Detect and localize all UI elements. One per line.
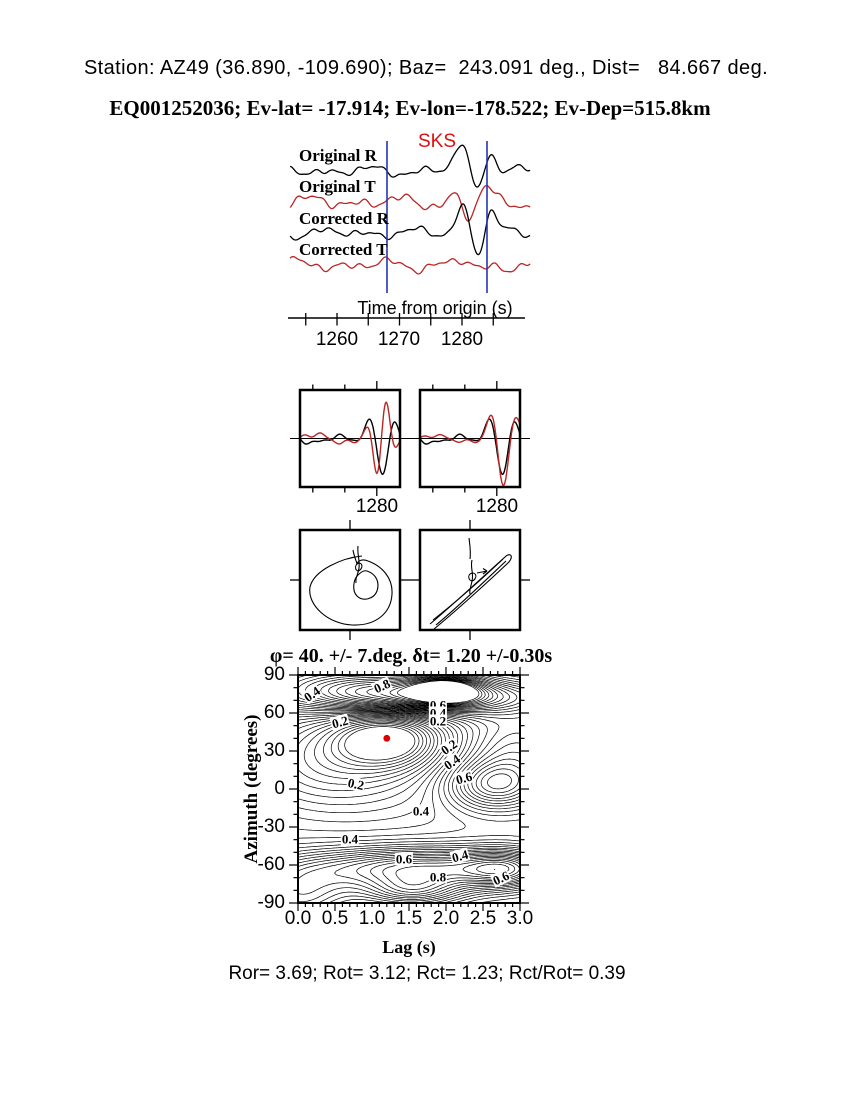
comparison-box-corrected-black-trace [421, 418, 519, 476]
trace-label-original-t: Original T [299, 177, 376, 196]
time-axis-label: Time from origin (s) [357, 298, 513, 318]
trace-original-r [289, 144, 531, 188]
lag-axis-label: Lag (s) [382, 937, 436, 957]
comparison-box-corrected [410, 381, 530, 496]
comparison-box-original-red-trace [301, 401, 399, 475]
contour-plot [289, 667, 529, 911]
time-tick-1260: 1260 [315, 329, 359, 350]
ytick-m60: -60 [257, 854, 285, 875]
contour-lines [299, 676, 519, 902]
particle-motion-corrected-motion-path [429, 537, 512, 630]
comparison-box-corrected-red-trace [421, 414, 519, 486]
time-tick-1270: 1270 [377, 329, 421, 350]
seismogram-traces [289, 144, 531, 275]
time-tick-1280: 1280 [440, 329, 484, 350]
best-solution-dot [383, 734, 391, 742]
ytick-90: 90 [263, 664, 285, 685]
ytick-60: 60 [263, 702, 285, 723]
ytick-30: 30 [263, 740, 285, 761]
splitting-window-lines [386, 141, 488, 293]
ytick-m30: -30 [257, 816, 285, 837]
trace-label-corrected-r: Corrected R [299, 209, 389, 228]
time-axis [288, 313, 525, 326]
particle-motion-original-motion-path [309, 545, 393, 626]
ytick-0: 0 [274, 778, 285, 799]
pair-left-tick-label: 1280 [355, 496, 399, 517]
contour-level-label: 0.4 [411, 803, 431, 819]
trace-corrected-t [289, 255, 531, 275]
xtick-1.0: 1.0 [358, 908, 386, 929]
particle-motion-corrected [410, 520, 530, 640]
contour-title: φ= 40. +/- 7.deg. δt= 1.20 +/-0.30s [269, 645, 553, 667]
quality-ratios-footer: Ror= 3.69; Rot= 3.12; Rct= 1.23; Rct/Rot… [228, 963, 626, 984]
phase-label-sks: SKS [417, 131, 457, 152]
trace-label-original-r: Original R [299, 146, 377, 165]
trace-corrected-r [289, 203, 531, 256]
contour-level-label: 0.6 [394, 851, 414, 867]
station-header: Station: AZ49 (36.890, -109.690); Baz= 2… [83, 57, 769, 79]
contour-level-label: 0.2 [428, 713, 448, 729]
particle-motion-original [290, 520, 410, 640]
xtick-2.5: 2.5 [469, 908, 497, 929]
event-header: EQ001252036; Ev-lat= -17.914; Ev-lon=-17… [109, 96, 711, 120]
comparison-box-original-black-trace [301, 418, 399, 476]
xtick-0.0: 0.0 [284, 908, 312, 929]
contour-level-label: 0.8 [428, 869, 448, 885]
xtick-3.0: 3.0 [506, 908, 534, 929]
contour-level-label: 0.4 [340, 831, 360, 847]
contour-level-label: 0.2 [345, 774, 367, 794]
xtick-1.5: 1.5 [395, 908, 423, 929]
ytick-m90: -90 [257, 892, 285, 913]
comparison-box-original [290, 381, 410, 496]
xtick-2.0: 2.0 [432, 908, 460, 929]
trace-label-corrected-t: Corrected T [299, 240, 388, 259]
xtick-0.5: 0.5 [321, 908, 349, 929]
trace-original-t [289, 184, 531, 222]
pair-right-tick-label: 1280 [475, 496, 519, 517]
